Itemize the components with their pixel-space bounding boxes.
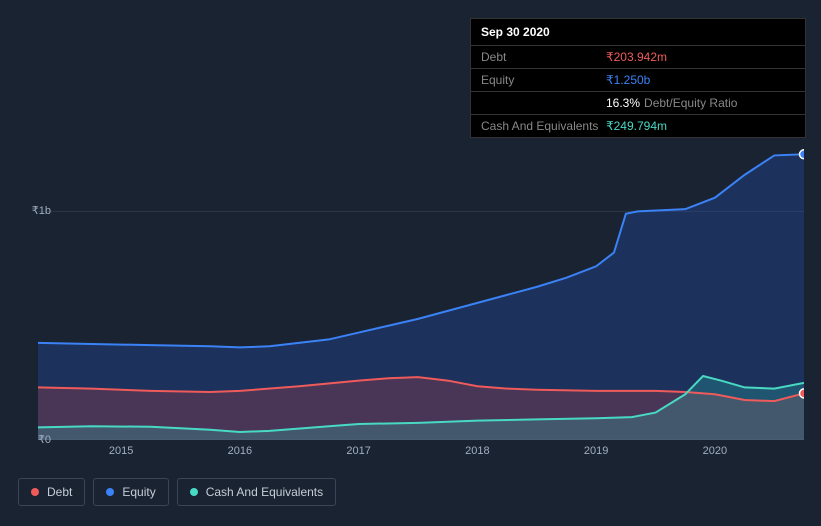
legend-label: Debt bbox=[47, 485, 72, 499]
legend-dot-icon bbox=[106, 488, 114, 496]
tooltip-value: 16.3%Debt/Equity Ratio bbox=[606, 96, 795, 110]
x-axis-label: 2018 bbox=[465, 445, 489, 457]
x-axis-label: 2016 bbox=[228, 445, 252, 457]
legend-item[interactable]: Cash And Equivalents bbox=[177, 478, 336, 506]
legend-item[interactable]: Debt bbox=[18, 478, 85, 506]
x-axis-label: 2020 bbox=[703, 445, 727, 457]
tooltip-row: 16.3%Debt/Equity Ratio bbox=[471, 92, 805, 115]
legend-label: Cash And Equivalents bbox=[206, 485, 323, 499]
legend-item[interactable]: Equity bbox=[93, 478, 168, 506]
x-axis-label: 2015 bbox=[109, 445, 133, 457]
balance-chart bbox=[18, 120, 804, 440]
x-axis-label: 2017 bbox=[346, 445, 370, 457]
y-axis-label: ₹1b bbox=[21, 204, 51, 217]
x-axis-label: 2019 bbox=[584, 445, 608, 457]
chart-tooltip: Sep 30 2020 Debt₹203.942mEquity₹1.250b16… bbox=[470, 18, 806, 138]
tooltip-value: ₹203.942m bbox=[606, 50, 795, 64]
tooltip-row: Cash And Equivalents₹249.794m bbox=[471, 115, 805, 137]
legend-dot-icon bbox=[31, 488, 39, 496]
tooltip-value: ₹249.794m bbox=[606, 119, 795, 133]
legend-dot-icon bbox=[190, 488, 198, 496]
legend-label: Equity bbox=[122, 485, 155, 499]
tooltip-label bbox=[481, 96, 606, 110]
x-axis: 2015 2016 2017 2018 2019 2020 bbox=[38, 445, 804, 465]
tooltip-value: ₹1.250b bbox=[606, 73, 795, 87]
chart-legend: Debt Equity Cash And Equivalents bbox=[18, 478, 336, 506]
tooltip-date: Sep 30 2020 bbox=[471, 19, 805, 46]
tooltip-row: Equity₹1.250b bbox=[471, 69, 805, 92]
tooltip-label: Equity bbox=[481, 73, 606, 87]
tooltip-label: Cash And Equivalents bbox=[481, 119, 606, 133]
tooltip-label: Debt bbox=[481, 50, 606, 64]
tooltip-row: Debt₹203.942m bbox=[471, 46, 805, 69]
